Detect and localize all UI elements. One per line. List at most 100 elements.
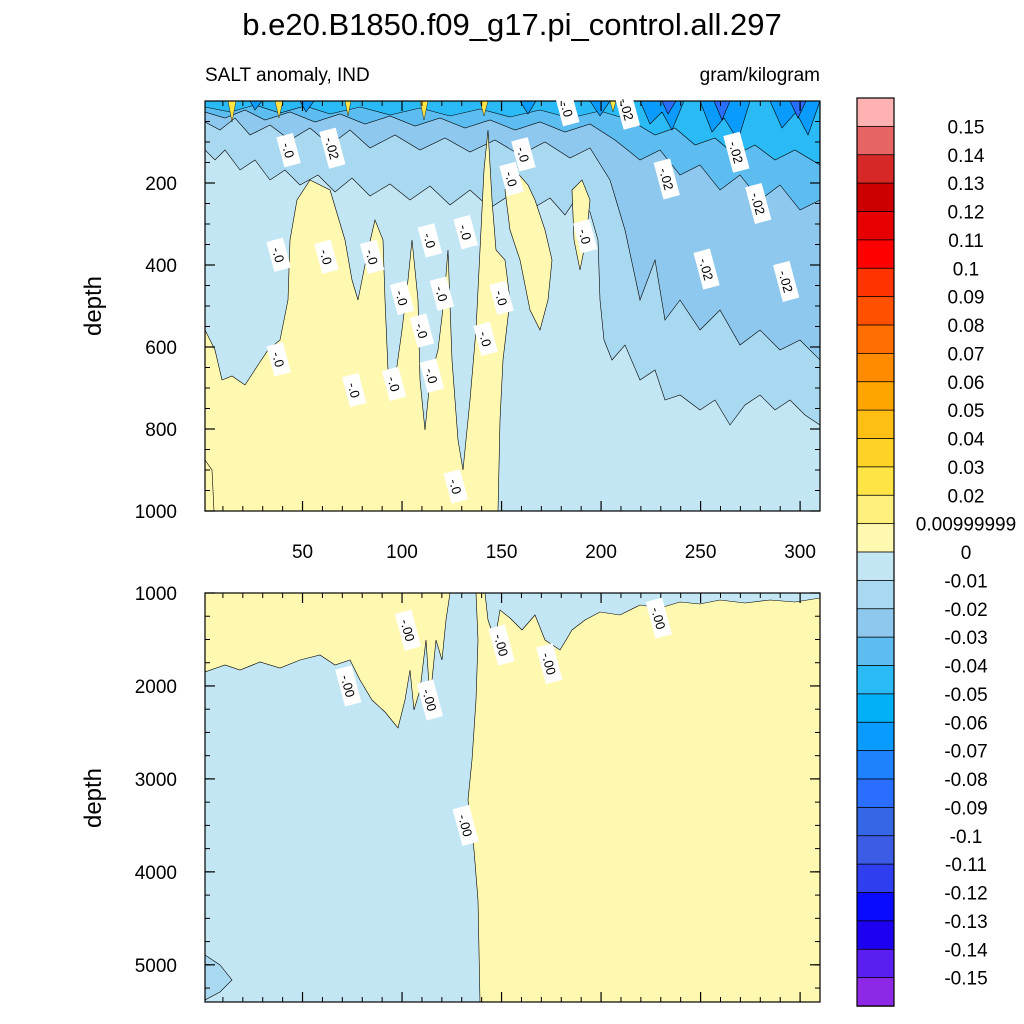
contour-label-box: [417, 223, 443, 258]
colorbar-label: 0.1: [953, 259, 979, 280]
contour-label: -.0: [409, 313, 435, 348]
x-tick-label: 50: [292, 542, 313, 563]
upper-panel: -.0 -.02-.0 -.0 -.0-.0 -.0-.0 -.0 -.0-.0 -.0-.0…: [80, 88, 821, 563]
x-tick-label: 200: [585, 542, 617, 563]
contour-label-text: -.00: [397, 618, 417, 644]
contour-label-box: [394, 609, 422, 651]
colorbar-label: -0.04: [944, 657, 988, 678]
contour-label: -.0: [417, 223, 443, 258]
left-subtitle: SALT anomaly, IND: [205, 65, 370, 86]
contour-label-text: -.02: [656, 166, 676, 192]
colorbar-label: -0.14: [944, 940, 988, 961]
contour-label: -.0: [342, 372, 367, 408]
upper-y-tick-label: 400: [145, 256, 177, 277]
contour-label-box: [723, 131, 750, 173]
colorbar-label: -0.11: [945, 855, 987, 876]
right-subtitle: gram/kilogram: [700, 65, 820, 86]
upper-band-minus-007: [249, 101, 820, 141]
colorbar-swatch: [856, 636, 895, 667]
contour-label: -.0: [473, 321, 498, 356]
upper-positive-patch-1: [504, 169, 553, 331]
upper-positive-region: [205, 129, 511, 511]
contour-label-text: -.02: [696, 256, 716, 282]
contour-label-text: -.0: [492, 289, 510, 308]
contour-label-box: [266, 237, 291, 272]
upper-y-tick-label: 200: [145, 174, 177, 195]
contour-label: -.00: [394, 609, 422, 651]
contour-label: -.0: [314, 239, 339, 274]
colorbar-swatch: [856, 835, 895, 865]
colorbar-swatch: [856, 324, 895, 355]
lower-y-tick-label: 1000: [135, 584, 177, 605]
colorbar-swatch: [856, 438, 895, 468]
contour-label-text: -.02: [748, 191, 768, 217]
upper-contour-labels: -.0 -.02-.0 -.0 -.0-.0 -.0-.0 -.0 -.0-.0 -.0-.0…: [266, 88, 800, 504]
contour-label: -.0: [489, 280, 514, 315]
contour-label: -.00: [488, 624, 515, 666]
colorbar-swatch: [856, 665, 895, 695]
colorbar-label: 0.06: [948, 373, 985, 394]
contour-label-box: [536, 643, 563, 685]
contour-label-text: -.00: [648, 605, 668, 631]
x-tick-label: 150: [486, 542, 518, 563]
colorbar-label: -0.15: [944, 969, 987, 990]
colorbar-swatch: [856, 352, 895, 383]
colorbar-swatch: [856, 409, 895, 440]
lower-contour-labels: -.00 -.00 -.00 -.00 -.00 -.00 -.00: [335, 597, 672, 846]
lower-y-ticks: 1000 2000 3000 4000 5000: [135, 584, 820, 989]
contour-label-box: [555, 92, 580, 127]
contour-label-text: -.00: [338, 673, 358, 699]
contour-label-text: -.0: [392, 289, 410, 308]
contour-label: -.02: [773, 260, 800, 302]
x-tick-label: 250: [685, 542, 717, 563]
contour-label-box: [488, 624, 515, 666]
colorbar-swatch: [856, 97, 895, 128]
lower-negative-right-region: [484, 593, 820, 651]
colorbar-label: 0.13: [948, 174, 985, 195]
lower-y-tick-label: 5000: [135, 956, 177, 977]
lower-negative-corner: [205, 954, 233, 1001]
contour-label-text: -.0: [558, 100, 576, 119]
chart-title: b.e20.B1850.f09_g17.pi_control.all.297: [242, 7, 782, 42]
contour-label-text: -.0: [317, 248, 335, 267]
colorbar-label: 0.04: [948, 430, 985, 451]
colorbar-swatch: [856, 296, 895, 326]
contour-label-text: -.0: [279, 141, 297, 160]
contour-label-box: [389, 280, 415, 315]
colorbar-swatch: [856, 523, 895, 553]
contour-label-text: -.02: [776, 269, 796, 295]
colorbar-label: -0.12: [944, 884, 987, 905]
lower-panel: -.00 -.00 -.00 -.00 -.00 -.00 -.00 1000 2000 300…: [80, 584, 821, 1003]
colorbar-label: 0.03: [948, 458, 985, 479]
x-tick-label: 300: [784, 542, 816, 563]
contour-label: -.0: [511, 137, 536, 172]
colorbar-label: -0.06: [944, 713, 987, 734]
contour-label: -.0: [572, 219, 598, 254]
contour-label: -.0: [266, 237, 291, 272]
contour-label: -.02: [693, 248, 720, 290]
colorbar-swatch: [856, 211, 895, 241]
contour-label: -.00: [416, 679, 444, 721]
colorbar-swatch: [856, 892, 895, 922]
contour-label-box: [452, 804, 479, 846]
colorbar-swatch: [856, 693, 895, 723]
colorbar-swatch: [856, 154, 895, 184]
contour-label-box: [453, 215, 478, 250]
colorbar-swatch: [856, 863, 895, 894]
colorbar-swatch: [856, 806, 895, 837]
contour-label-text: -.0: [476, 330, 494, 349]
colorbar-swatch: [856, 182, 895, 213]
contour-label: -.0: [381, 366, 407, 402]
contour-label-text: -.0: [422, 367, 440, 386]
contour-label-text: -.0: [345, 381, 363, 400]
lower-y-tick-label: 2000: [135, 677, 177, 698]
colorbar-label: -0.09: [944, 798, 987, 819]
contour-label-box: [693, 248, 720, 290]
contour-label: -.0: [499, 161, 524, 197]
contour-label-box: [511, 137, 536, 172]
colorbar: 0.15 0.14 0.13 0.12 0.11 0.1 0.09 0.08 0.07 0.06 0…: [856, 97, 1016, 1007]
colorbar-label: 0.09: [948, 288, 985, 309]
contour-label-box: [745, 182, 772, 225]
contour-label-text: -.0: [420, 231, 438, 250]
